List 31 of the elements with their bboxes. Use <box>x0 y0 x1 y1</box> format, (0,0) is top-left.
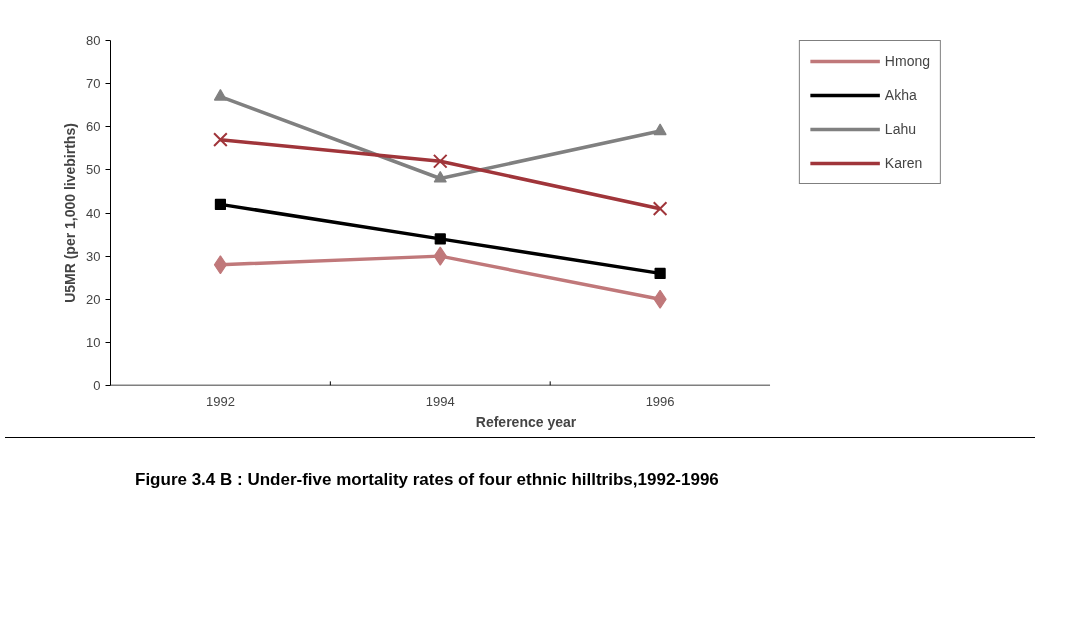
point <box>653 123 667 136</box>
legend-label: Hmong <box>884 53 930 69</box>
legend-label: Karen <box>884 155 923 171</box>
y-tick-label: 30 <box>86 248 101 264</box>
legend-label: Akha <box>884 87 917 103</box>
point <box>213 132 228 148</box>
y-tick-label: 80 <box>86 33 101 48</box>
legend-label: Lahu <box>884 121 917 137</box>
y-tick-label: 10 <box>86 334 101 350</box>
y-tick-label: 0 <box>93 378 101 393</box>
point <box>654 267 666 279</box>
y-tick-label: 70 <box>86 76 101 92</box>
y-tick-label: 40 <box>86 205 101 221</box>
point <box>652 201 668 217</box>
x-tick-label: 1994 <box>425 393 455 409</box>
y-tick-label: 50 <box>86 162 101 178</box>
x-tick-label: 1992 <box>205 393 235 409</box>
point <box>434 233 446 245</box>
point <box>214 198 227 210</box>
y-tick-label: 20 <box>86 291 101 307</box>
x-axis-title: Reference year <box>475 413 577 430</box>
y-tick-label: 60 <box>86 119 101 135</box>
y-axis-title: U5MR (per 1,000 livebirths) <box>62 123 79 303</box>
point <box>653 289 667 309</box>
point <box>433 246 447 266</box>
point <box>432 153 448 169</box>
point <box>433 170 447 183</box>
point <box>213 89 228 101</box>
caption: Figure 3.4 B : Under-five mortality rates of four ethnic hilltribs,1992-1996 <box>135 469 719 491</box>
x-tick-label: 1996 <box>645 393 675 409</box>
point <box>213 255 228 275</box>
